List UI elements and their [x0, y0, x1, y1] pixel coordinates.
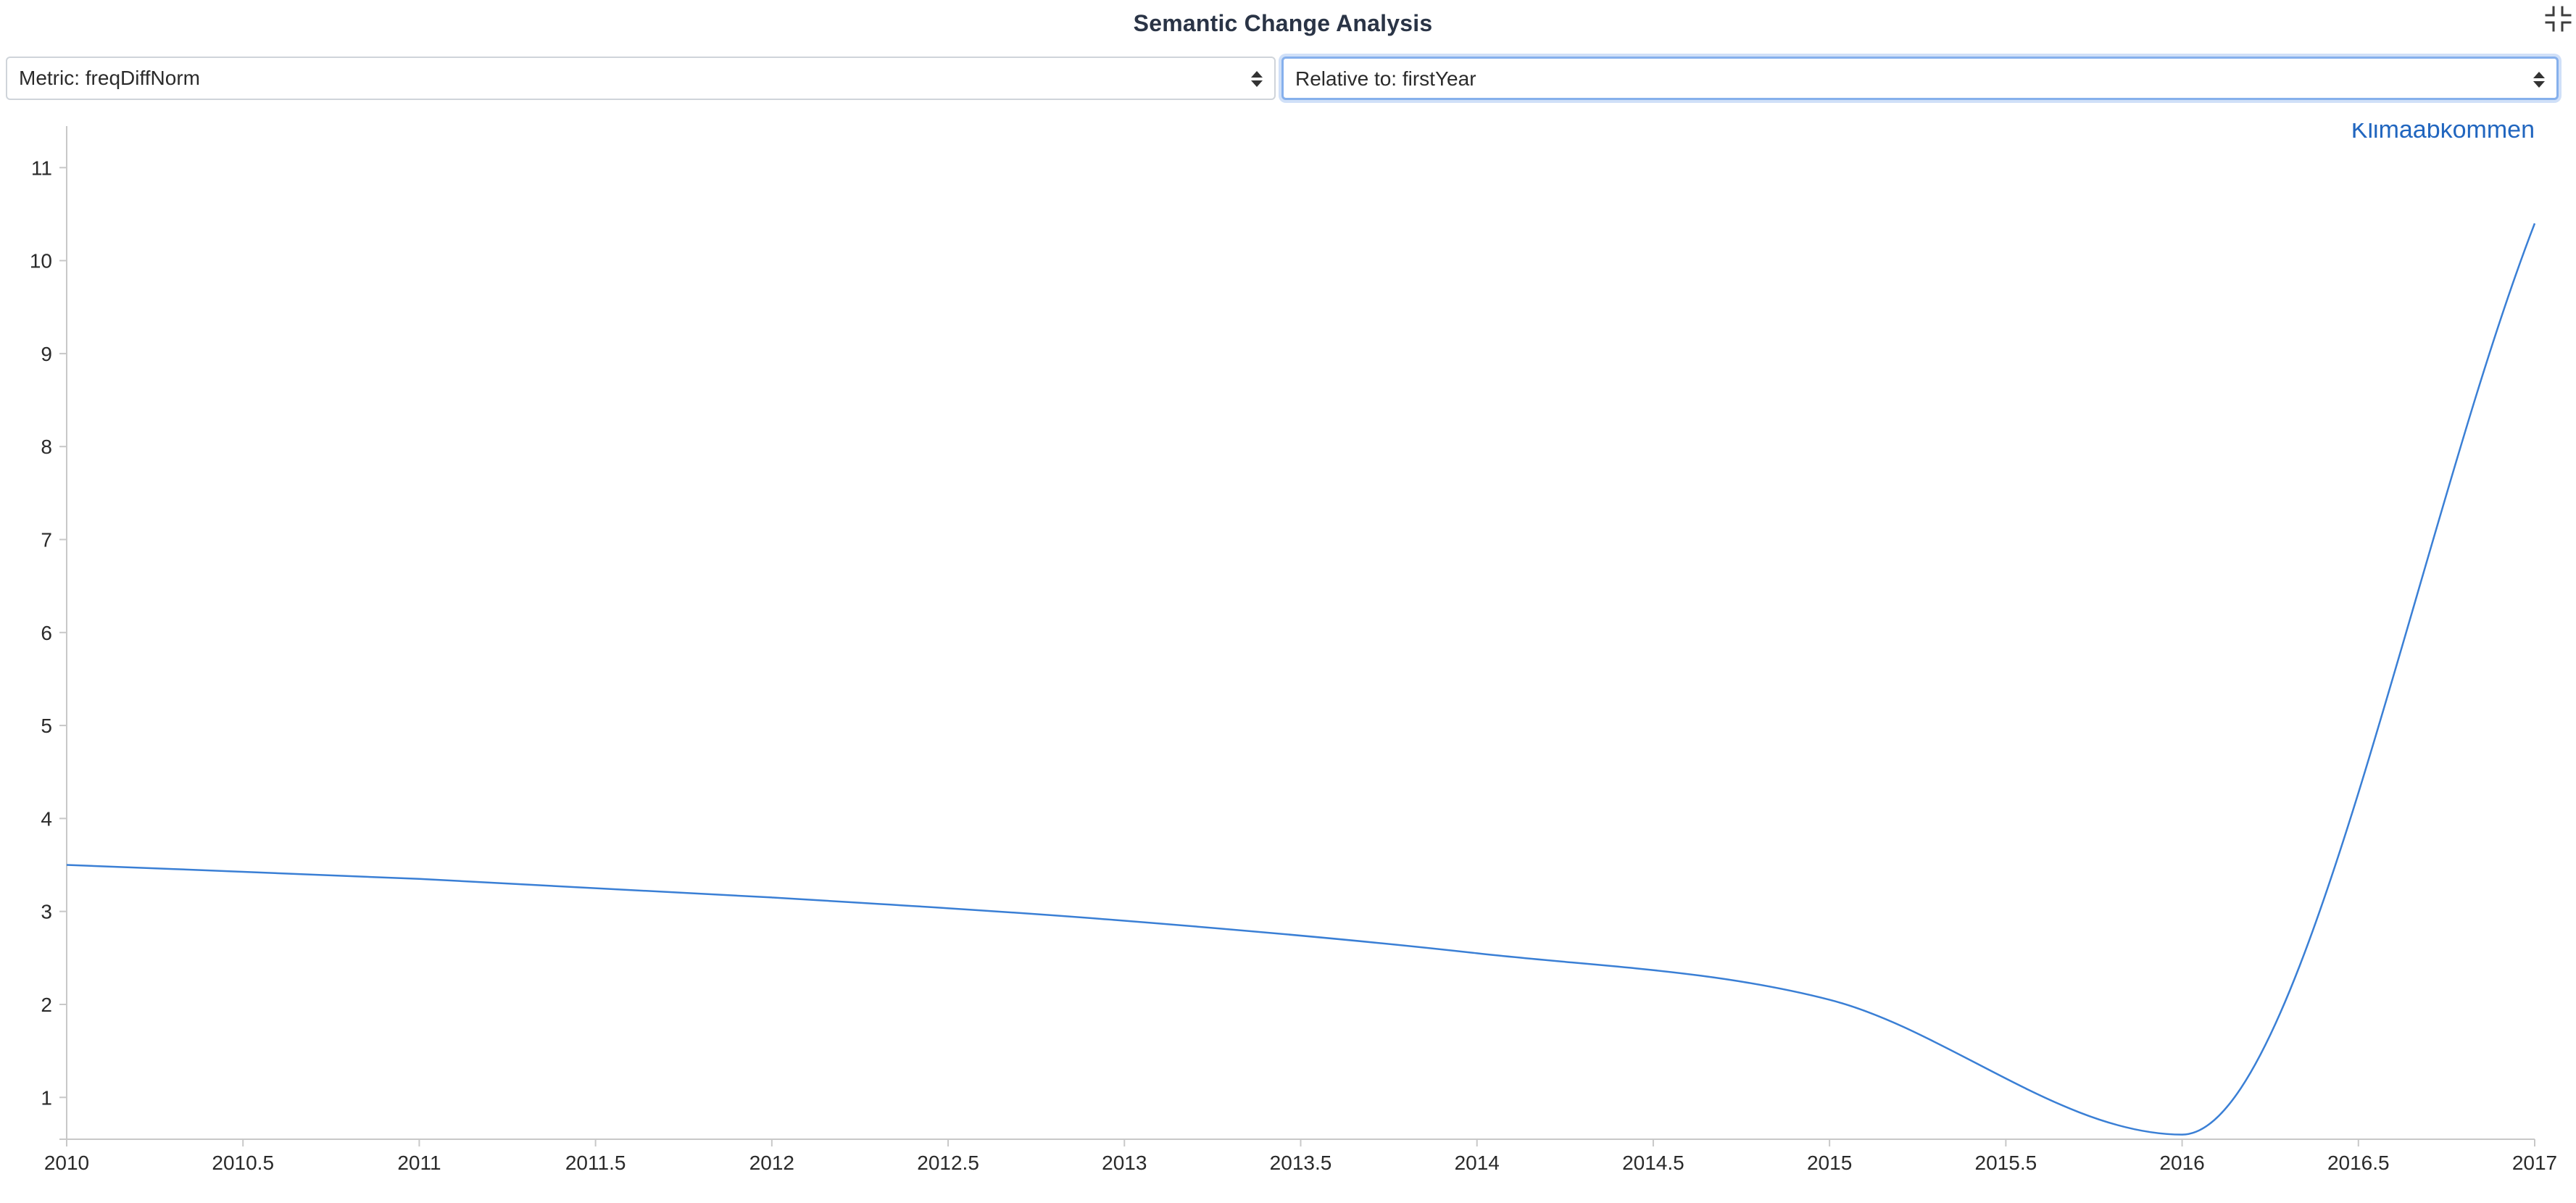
- metric-select-value: Metric: freqDiffNorm: [19, 67, 200, 89]
- y-tick-label: 1: [41, 1086, 52, 1109]
- x-tick-label: 2012.5: [917, 1152, 979, 1174]
- x-tick-label: 2016.5: [2327, 1152, 2390, 1174]
- y-tick-label: 8: [41, 436, 52, 458]
- y-tick-label: 2: [41, 994, 52, 1016]
- x-tick-label: 2011.5: [565, 1152, 626, 1174]
- series-layer: [66, 222, 2536, 1136]
- x-tick-label: 2013: [1102, 1152, 1147, 1174]
- x-tick-label: 2012: [749, 1152, 794, 1174]
- x-tick-label: 2010: [44, 1152, 89, 1174]
- x-tick-label: 2013.5: [1270, 1152, 1332, 1174]
- x-tick-label: 2011: [397, 1152, 441, 1174]
- up-down-arrows-icon: [1251, 71, 1263, 87]
- relative-to-select[interactable]: Relative to: firstYear: [1281, 57, 2559, 100]
- up-down-arrows-icon: [2533, 72, 2545, 88]
- x-tick-label: 2016: [2159, 1152, 2204, 1174]
- x-tick-label: 2010.5: [212, 1152, 274, 1174]
- x-tick-label: 2014: [1455, 1152, 1500, 1174]
- x-tick-label: 2015.5: [1975, 1152, 2037, 1174]
- x-axis: 2010 2010.5 2011 2011.5 2012 2012.5 2013 2013.5…: [44, 1139, 2557, 1174]
- relative-to-select-value: Relative to: firstYear: [1295, 67, 1476, 90]
- x-tick-label: 2014.5: [1622, 1152, 1684, 1174]
- page-title: Semantic Change Analysis: [1133, 10, 1433, 36]
- legend-entry[interactable]: Klimaabkommen: [2351, 123, 2535, 143]
- series-line: [66, 222, 2536, 1136]
- y-tick-label: 5: [41, 715, 52, 737]
- y-axis: 1 2 3 4 5 6 7 8 9 10 11: [30, 126, 67, 1139]
- y-tick-label: 9: [41, 343, 52, 365]
- y-tick-label: 6: [41, 622, 52, 644]
- legend: Klimaabkommen: [2351, 123, 2535, 143]
- x-tick-label: 2015: [1807, 1152, 1852, 1174]
- metric-select[interactable]: Metric: freqDiffNorm: [6, 57, 1276, 100]
- x-tick-label: 2017: [2512, 1152, 2557, 1174]
- collapse-icon: [2545, 6, 2572, 32]
- y-tick-label: 10: [30, 250, 52, 272]
- y-tick-label: 3: [41, 901, 52, 923]
- collapse-button[interactable]: [2544, 3, 2573, 35]
- y-tick-label: 7: [41, 528, 52, 551]
- y-tick-label: 4: [41, 807, 52, 830]
- y-tick-label: 11: [31, 157, 52, 179]
